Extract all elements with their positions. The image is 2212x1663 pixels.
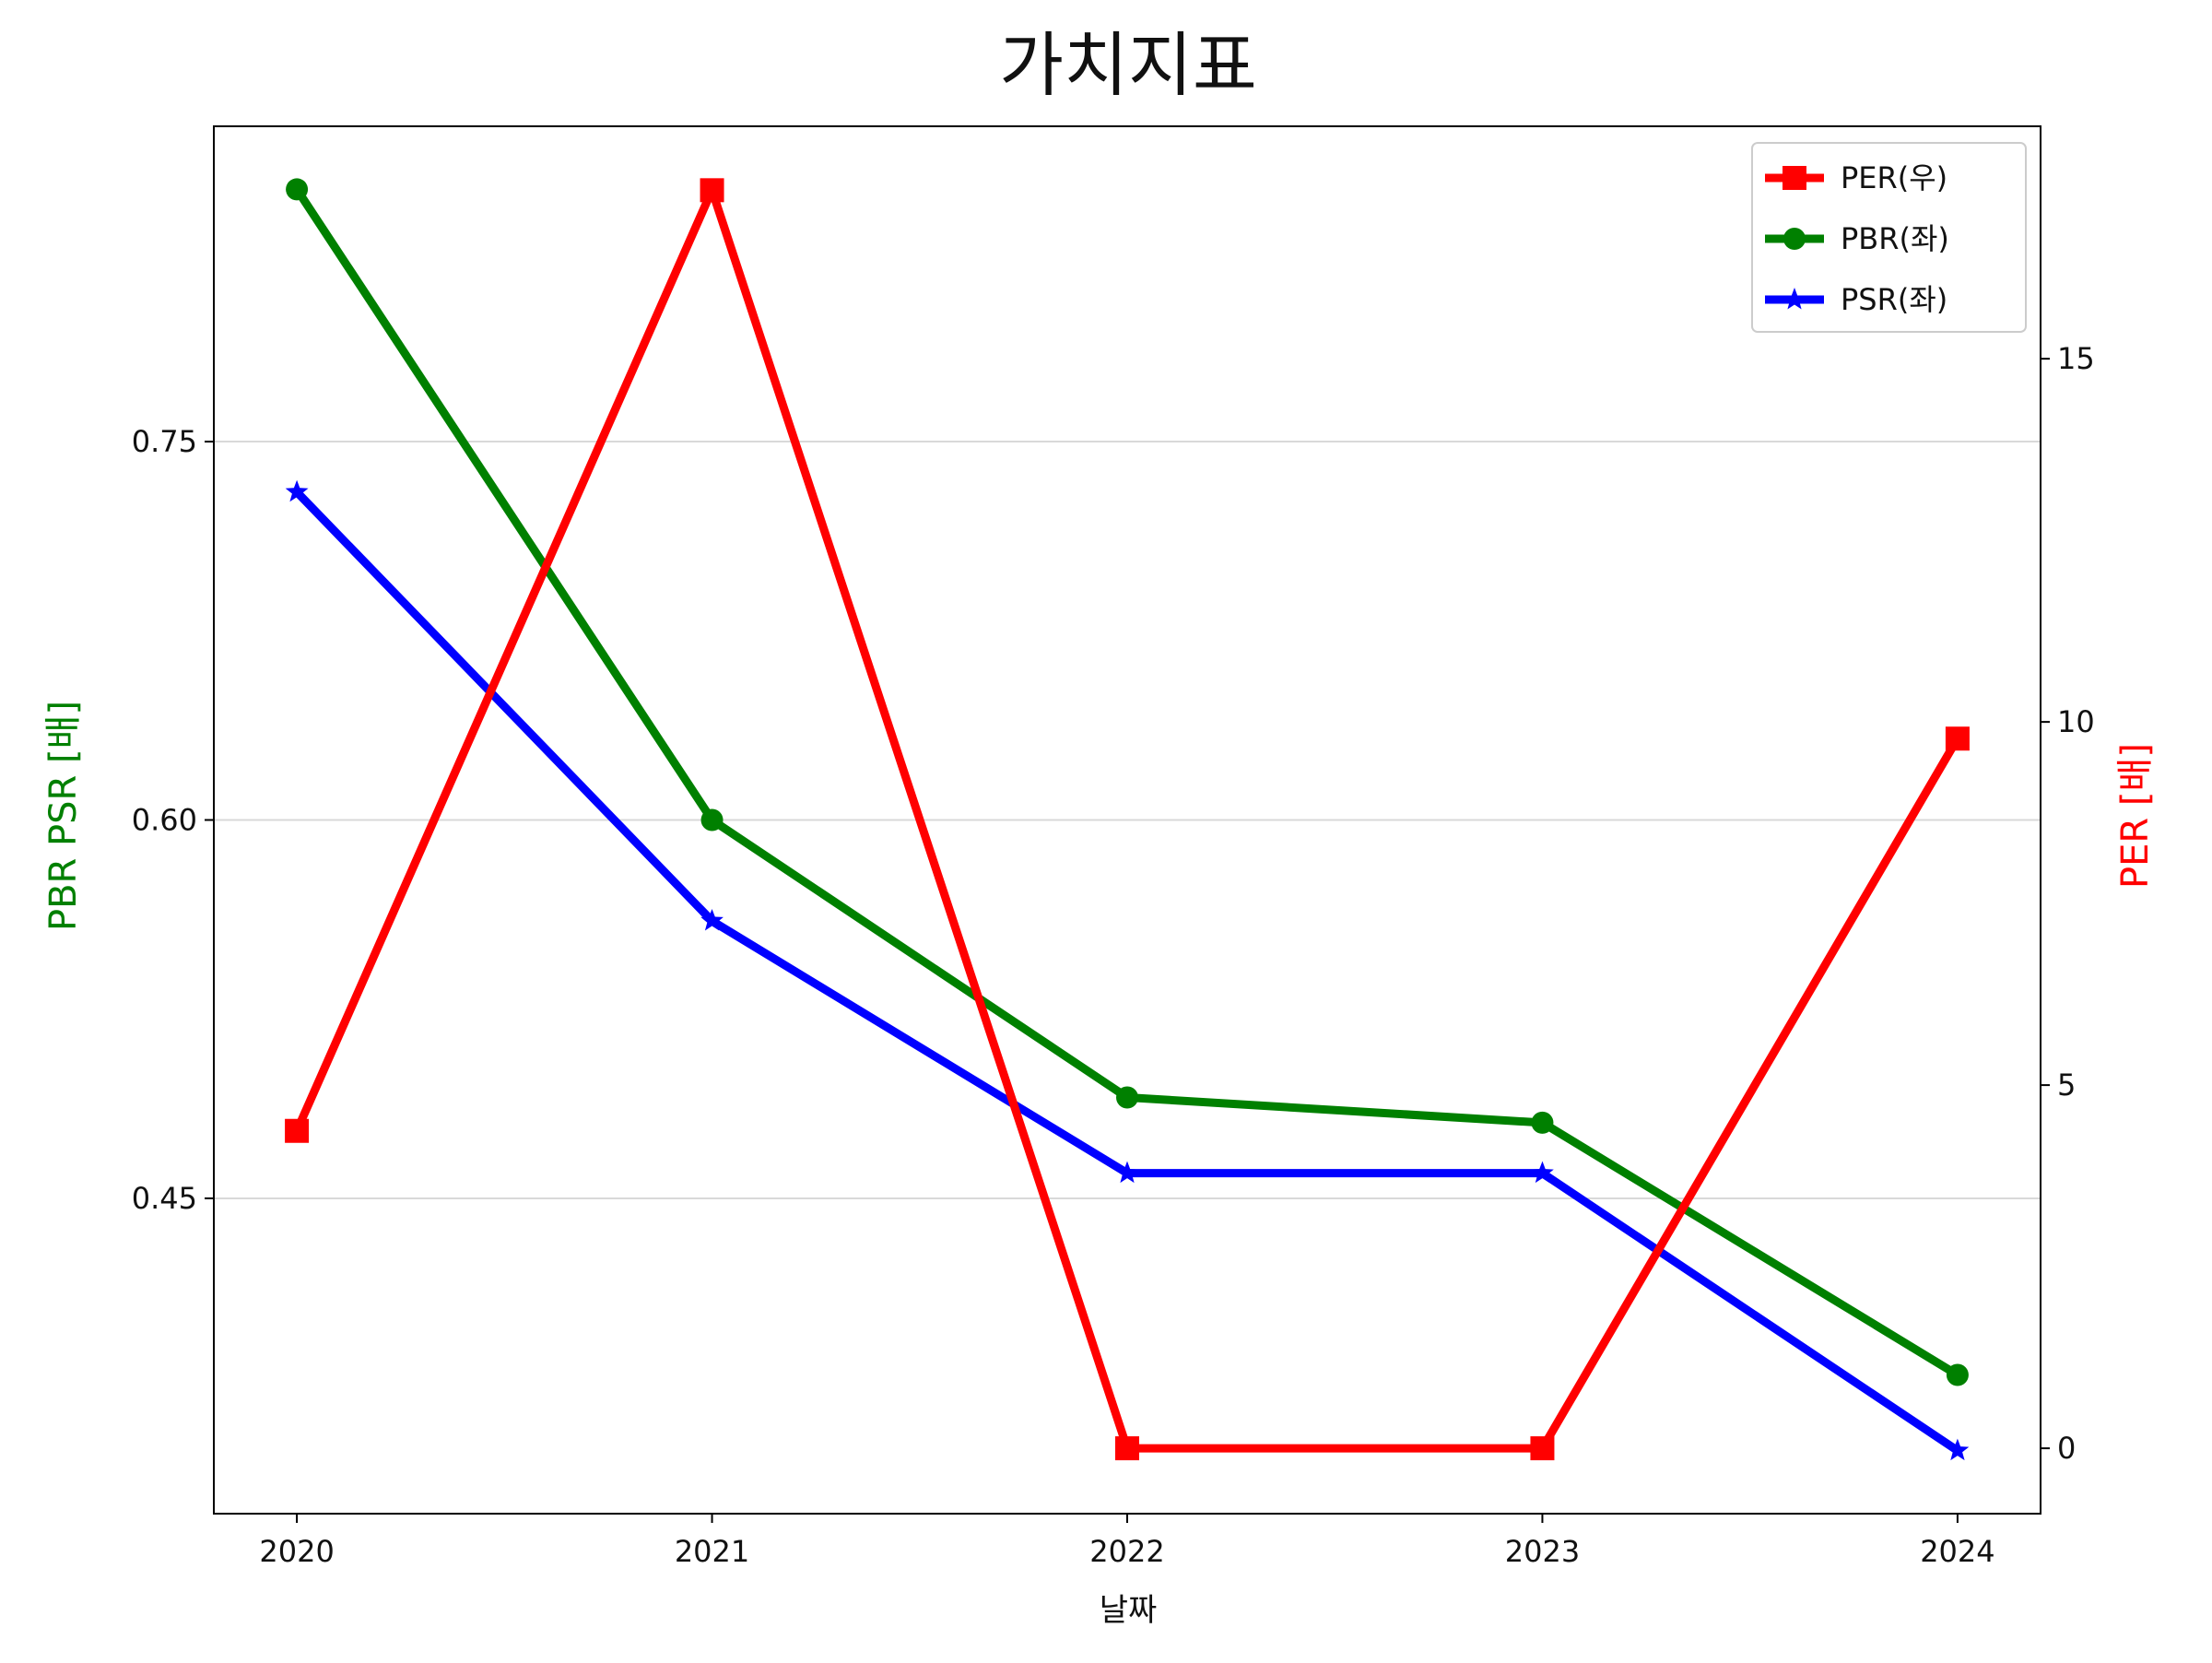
legend-swatch-marker bbox=[1783, 288, 1806, 310]
left-y-tick-label: 0.75 bbox=[132, 424, 197, 459]
legend-swatch-marker bbox=[1783, 166, 1806, 190]
left-y-tick-label: 0.60 bbox=[132, 803, 197, 838]
data-point-psr bbox=[285, 479, 309, 502]
right-y-tick-label: 5 bbox=[2057, 1067, 2076, 1103]
data-point-per bbox=[1945, 726, 1970, 751]
x-tick-label: 2022 bbox=[1089, 1534, 1164, 1569]
data-point-psr bbox=[1531, 1161, 1554, 1184]
data-point-per bbox=[1115, 1436, 1139, 1461]
legend-item-per: PER(우) bbox=[1765, 160, 1947, 195]
data-point-per bbox=[700, 178, 724, 203]
data-point-pbr bbox=[1116, 1086, 1138, 1109]
right-y-tick-label: 15 bbox=[2057, 341, 2095, 376]
series-per bbox=[285, 178, 1970, 1461]
x-tick-label: 2023 bbox=[1505, 1534, 1580, 1569]
x-tick-label: 2021 bbox=[675, 1534, 749, 1569]
legend-label: PBR(좌) bbox=[1841, 221, 1949, 256]
legend: PER(우) PBR(좌) PSR(좌) bbox=[1751, 142, 2027, 333]
legend-item-pbr: PBR(좌) bbox=[1765, 221, 1949, 256]
right-y-tick-label: 0 bbox=[2057, 1431, 2076, 1466]
right-y-tick-label: 10 bbox=[2057, 704, 2095, 739]
chart-title: 가치지표 bbox=[999, 24, 1257, 106]
data-point-pbr bbox=[1946, 1363, 1969, 1386]
data-point-psr bbox=[1946, 1438, 1970, 1461]
legend-swatch-marker bbox=[1783, 228, 1806, 250]
x-tick-label: 2024 bbox=[1920, 1534, 1994, 1569]
data-point-psr bbox=[700, 909, 724, 931]
left-y-tick-label: 0.45 bbox=[132, 1181, 197, 1216]
data-point-per bbox=[285, 1118, 310, 1143]
series-line-pbr bbox=[293, 186, 1960, 1379]
x-tick-label: 2020 bbox=[259, 1534, 334, 1569]
legend-item-psr: PSR(좌) bbox=[1765, 282, 1947, 317]
series-layer bbox=[285, 178, 1970, 1461]
left-y-axis-label: PBR PSR [배] bbox=[42, 701, 85, 931]
legend-label: PSR(좌) bbox=[1841, 282, 1947, 317]
data-point-pbr bbox=[1531, 1111, 1554, 1134]
data-point-pbr bbox=[286, 178, 309, 201]
x-axis-label: 날짜 bbox=[1100, 1592, 1158, 1629]
series-line-psr bbox=[293, 489, 1960, 1455]
legend-box bbox=[1751, 142, 2027, 333]
right-y-axis-label: PER [배] bbox=[2114, 743, 2157, 889]
series-pbr bbox=[286, 178, 1969, 1386]
data-point-pbr bbox=[700, 808, 724, 832]
series-psr bbox=[285, 479, 1970, 1461]
data-point-psr bbox=[1115, 1161, 1139, 1184]
grid-lines bbox=[214, 441, 2041, 1199]
legend-label: PER(우) bbox=[1841, 160, 1947, 195]
data-point-per bbox=[1530, 1436, 1555, 1461]
axes: 2020 2021 2022 2023 2024 0.45 0.60 0.75 0 5 10 15 bbox=[132, 125, 2095, 1569]
